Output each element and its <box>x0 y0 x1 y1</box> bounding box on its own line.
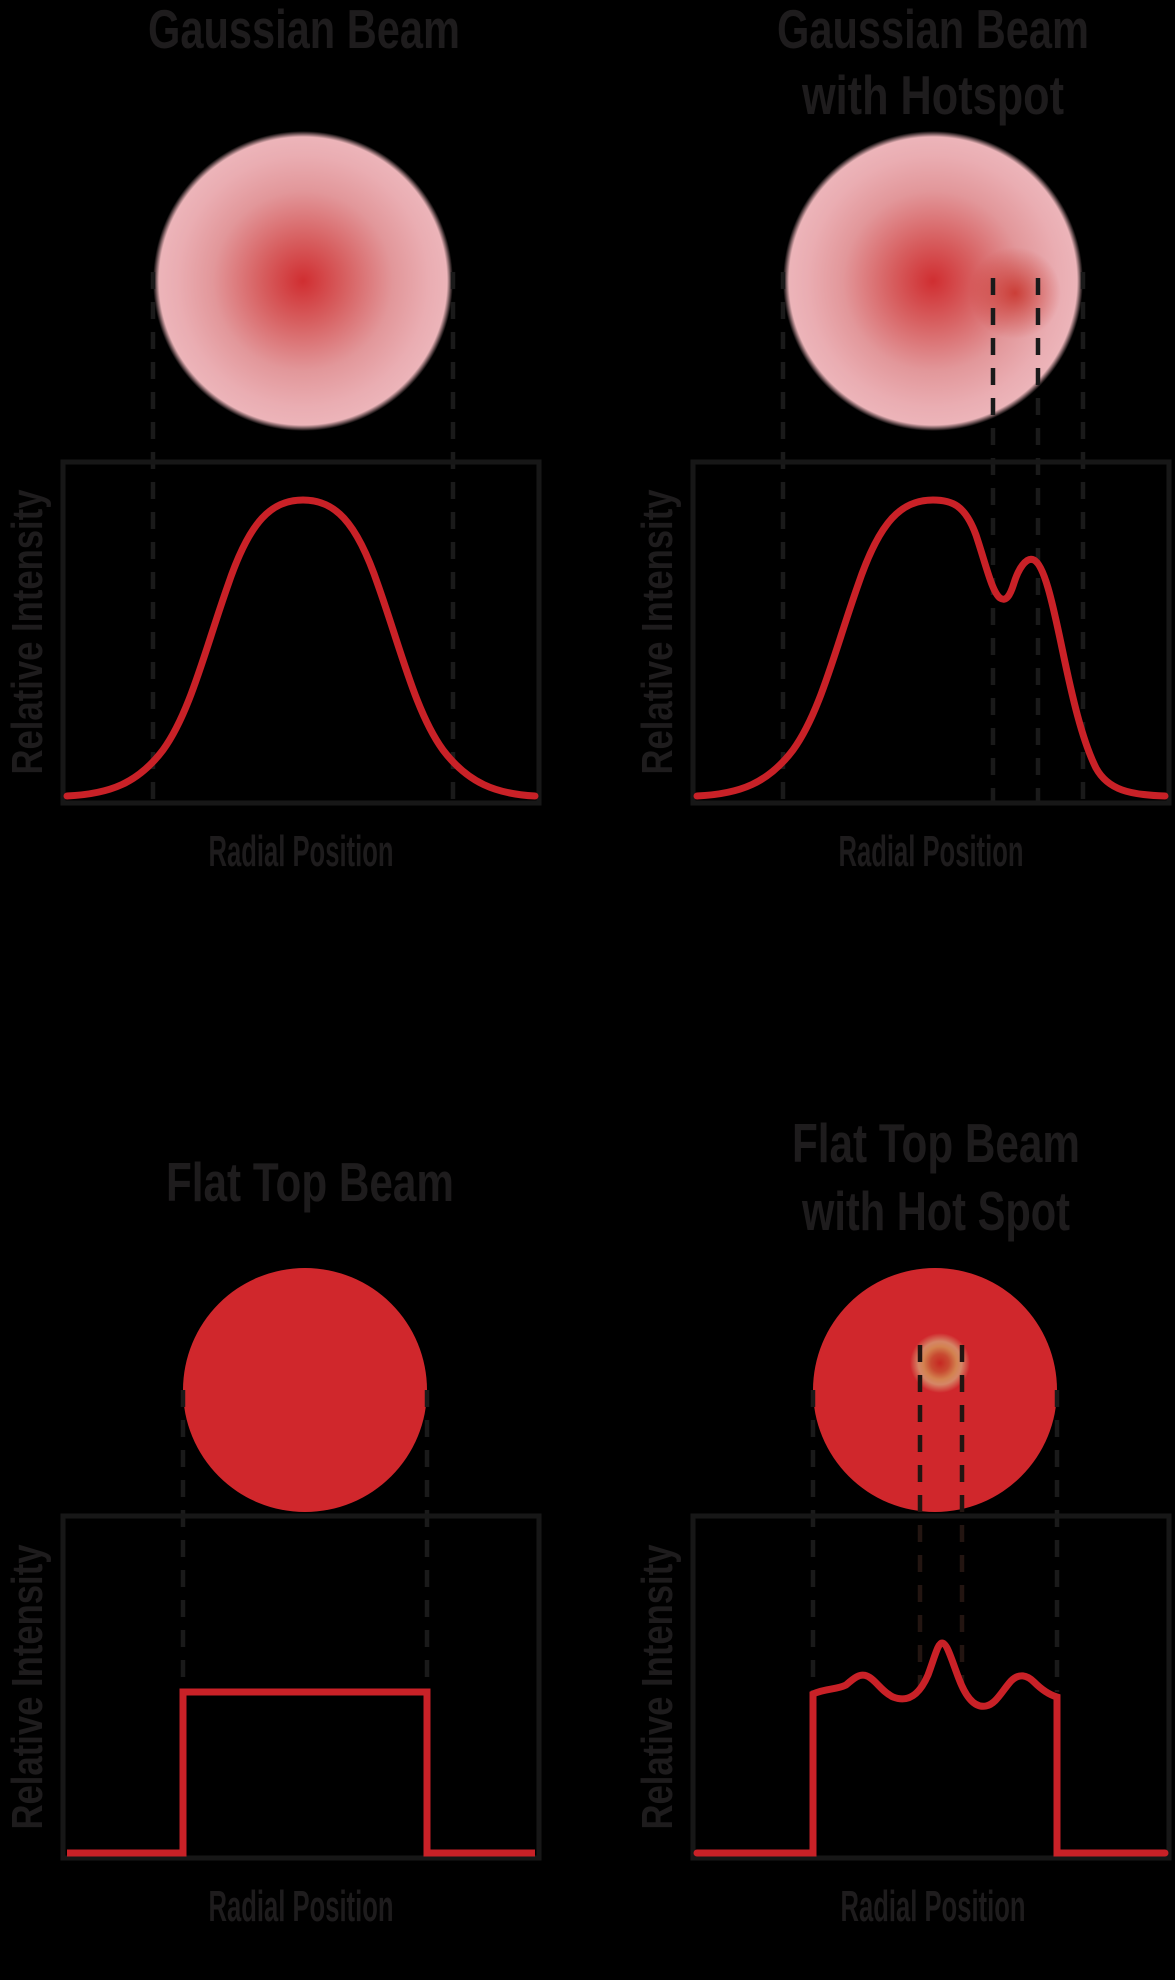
panel-title: Gaussian Beam <box>148 0 460 60</box>
x-axis-label: Radial Position <box>209 827 394 876</box>
panel-gaussian-beam: Gaussian Beam Relative Intensity Radial … <box>3 0 542 876</box>
x-axis-label: Radial Position <box>209 1882 394 1931</box>
y-axis-label: Relative Intensity <box>3 489 52 774</box>
intensity-plot-box <box>60 459 542 806</box>
panel-flat-top-beam-hotspot: Flat Top Beam with Hot Spot Relative Int… <box>633 1112 1172 1931</box>
y-axis-label: Relative Intensity <box>633 489 682 774</box>
hotspot-spot <box>969 247 1061 339</box>
panel-flat-top-beam: Flat Top Beam Relative Intensity Radial … <box>3 1151 542 1931</box>
intensity-plot-box <box>60 1513 542 1861</box>
gaussian-beam-spot <box>153 131 453 431</box>
x-axis-label: Radial Position <box>841 1882 1026 1931</box>
panel-gaussian-beam-hotspot: Gaussian Beam with Hotspot Relative Inte… <box>633 0 1172 876</box>
panel-title-line1: Flat Top Beam <box>792 1112 1080 1174</box>
panel-title: Flat Top Beam <box>166 1151 454 1213</box>
panel-title-line2: with Hotspot <box>801 64 1064 126</box>
hotspot-spot <box>910 1333 970 1393</box>
panel-title-line1: Gaussian Beam <box>777 0 1089 60</box>
flat-top-beam-spot <box>183 1268 427 1512</box>
flat-top-intensity-curve <box>67 1688 535 1857</box>
y-axis-label: Relative Intensity <box>633 1544 682 1829</box>
flat-top-hotspot-intensity-curve <box>693 1639 1169 1857</box>
x-axis-label: Radial Position <box>839 827 1024 876</box>
gaussian-intensity-curve <box>63 496 539 800</box>
panel-title-line2: with Hot Spot <box>801 1180 1070 1242</box>
intensity-plot-box <box>690 1513 1172 1861</box>
intensity-plot-box <box>690 459 1172 806</box>
y-axis-label: Relative Intensity <box>3 1544 52 1829</box>
gaussian-beam-spot <box>783 131 1083 431</box>
gaussian-hotspot-intensity-curve <box>693 496 1169 800</box>
